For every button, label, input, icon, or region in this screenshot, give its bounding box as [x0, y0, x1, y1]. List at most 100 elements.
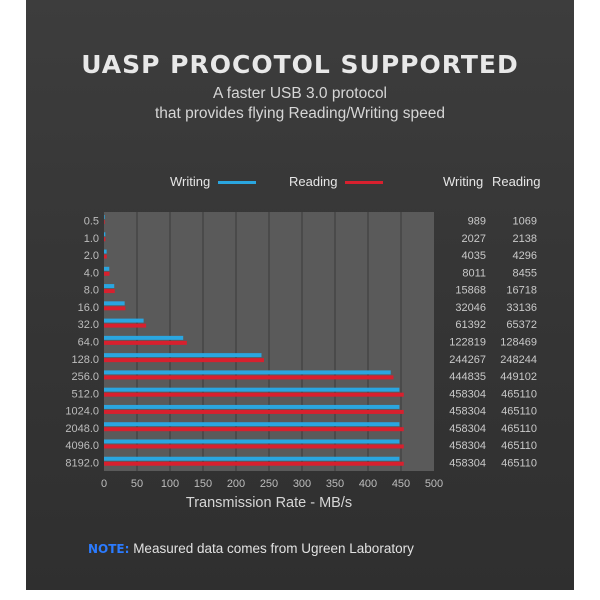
bar-writing: [104, 318, 144, 323]
table-writing-value: 32046: [455, 302, 486, 314]
x-tick-label: 500: [425, 478, 443, 490]
y-tick-label: 128.0: [71, 354, 99, 366]
bar-writing: [104, 266, 110, 271]
x-tick-label: 200: [227, 478, 245, 490]
bar-reading: [104, 444, 404, 449]
y-tick-label: 2.0: [84, 250, 99, 262]
bar-reading: [104, 358, 264, 363]
bar-writing: [104, 232, 106, 237]
table-writing-value: 61392: [455, 319, 486, 331]
legend-writing-label: Writing: [170, 174, 211, 189]
y-tick-label: 16.0: [78, 302, 99, 314]
table-reading-value: 33136: [506, 302, 537, 314]
x-tick-label: 250: [260, 478, 278, 490]
y-tick-label: 2048.0: [65, 423, 99, 435]
legend-writing-swatch: [218, 181, 256, 184]
table-writing-value: 444835: [449, 371, 486, 383]
x-tick-label: 50: [131, 478, 143, 490]
table-writing-value: 458304: [449, 457, 486, 469]
table-writing-value: 244267: [449, 354, 486, 366]
table-header-reading: Reading: [492, 174, 541, 189]
x-tick-label: 100: [161, 478, 179, 490]
bar-writing: [104, 387, 400, 392]
table-reading-value: 8455: [513, 267, 537, 279]
x-tick-label: 450: [392, 478, 410, 490]
table-reading-value: 465110: [501, 423, 537, 435]
bar-writing: [104, 456, 400, 461]
legend-reading-swatch: [345, 181, 383, 184]
bar-reading: [104, 271, 110, 276]
table-reading-value: 16718: [506, 285, 537, 297]
y-tick-label: 1.0: [84, 233, 99, 245]
y-tick-label: 64.0: [78, 337, 99, 349]
bar-writing: [104, 404, 400, 409]
footer-note: NOTE: Measured data comes from Ugreen La…: [88, 541, 414, 556]
table-writing-value: 458304: [449, 423, 486, 435]
table-reading-value: 248244: [500, 354, 537, 366]
bar-reading: [104, 220, 105, 224]
bar-reading: [104, 427, 404, 432]
table-reading-value: 465110: [501, 406, 537, 418]
table-reading-value: 4296: [513, 250, 537, 262]
bar-writing: [104, 370, 391, 375]
table-reading-value: 449102: [500, 371, 537, 383]
subtitle-line-1: A faster USB 3.0 protocol: [212, 85, 388, 102]
bar-writing: [104, 301, 125, 306]
y-tick-label: 32.0: [78, 319, 99, 331]
bar-reading: [104, 340, 187, 345]
table-writing-value: 8011: [462, 267, 486, 279]
note-tag: NOTE:: [88, 542, 130, 556]
x-axis-label: Transmission Rate - MB/s: [185, 495, 353, 511]
bar-reading: [104, 409, 404, 414]
bar-writing: [104, 335, 184, 340]
table-writing-value: 989: [468, 216, 486, 228]
bar-writing: [104, 249, 107, 254]
legend-reading-label: Reading: [289, 174, 338, 189]
table-writing-value: 15868: [455, 285, 486, 297]
table-writing-value: 122819: [449, 337, 486, 349]
table-writing-value: 4035: [462, 250, 486, 262]
bar-reading: [104, 392, 404, 397]
bar-writing: [104, 353, 262, 358]
table-writing-value: 458304: [449, 388, 486, 400]
table-header-writing: Writing: [443, 174, 484, 189]
x-tick-label: 300: [293, 478, 311, 490]
table-writing-value: 458304: [449, 406, 486, 418]
y-tick-label: 4096.0: [65, 440, 99, 452]
bar-writing: [104, 215, 105, 219]
table-writing-value: 458304: [449, 440, 486, 452]
table-reading-value: 465110: [501, 388, 537, 400]
table-reading-value: 465110: [501, 440, 537, 452]
bar-writing: [104, 422, 400, 427]
table-reading-value: 128469: [500, 337, 537, 349]
bar-reading: [104, 289, 115, 294]
y-tick-label: 8.0: [84, 285, 99, 297]
y-tick-label: 8192.0: [65, 457, 99, 469]
y-tick-label: 4.0: [84, 267, 99, 279]
bar-reading: [104, 375, 394, 380]
x-tick-label: 350: [326, 478, 344, 490]
subtitle-line-2: that provides flying Reading/Writing spe…: [154, 105, 446, 122]
bar-reading: [104, 254, 107, 259]
bar-writing: [104, 284, 115, 289]
table-reading-value: 2138: [513, 233, 537, 245]
table-reading-value: 65372: [506, 319, 537, 331]
x-tick-label: 0: [101, 478, 107, 490]
bar-writing: [104, 439, 400, 444]
y-tick-label: 1024.0: [65, 406, 99, 418]
x-tick-label: 150: [194, 478, 212, 490]
table-reading-value: 465110: [501, 457, 537, 469]
page-title: UASP PROCOTOL SUPPORTED: [81, 50, 519, 79]
bar-reading: [104, 306, 126, 311]
y-tick-label: 0.5: [84, 216, 99, 228]
note-text: Measured data comes from Ugreen Laborato…: [129, 541, 414, 556]
y-tick-label: 256.0: [71, 371, 99, 383]
table-reading-value: 1069: [513, 216, 537, 228]
bar-reading: [104, 323, 147, 328]
y-tick-label: 512.0: [71, 388, 99, 400]
bar-reading: [104, 237, 106, 242]
x-tick-label: 400: [359, 478, 377, 490]
bar-reading: [104, 461, 404, 466]
table-writing-value: 2027: [462, 233, 486, 245]
